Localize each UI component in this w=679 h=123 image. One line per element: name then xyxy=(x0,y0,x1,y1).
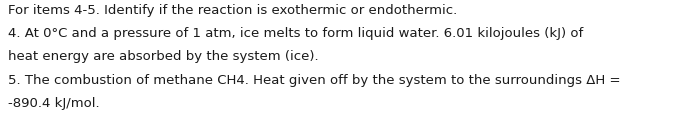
Text: 4. At 0°C and a pressure of 1 atm, ice melts to form liquid water. 6.01 kilojoul: 4. At 0°C and a pressure of 1 atm, ice m… xyxy=(8,27,583,40)
Text: 5. The combustion of methane CH4. Heat given off by the system to the surroundin: 5. The combustion of methane CH4. Heat g… xyxy=(8,74,621,87)
Text: -890.4 kJ/mol.: -890.4 kJ/mol. xyxy=(8,97,100,110)
Text: For items 4-5. Identify if the reaction is exothermic or endothermic.: For items 4-5. Identify if the reaction … xyxy=(8,4,458,17)
Text: heat energy are absorbed by the system (ice).: heat energy are absorbed by the system (… xyxy=(8,50,318,63)
